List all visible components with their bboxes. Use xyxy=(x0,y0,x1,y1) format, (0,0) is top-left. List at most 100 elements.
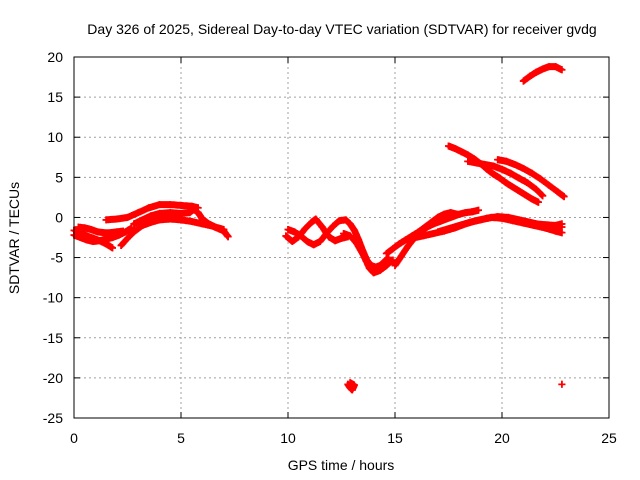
data-point xyxy=(489,170,497,178)
data-point xyxy=(290,228,298,236)
data-point xyxy=(519,165,527,172)
y-tick-label: -25 xyxy=(43,410,63,426)
data-point xyxy=(481,161,489,168)
data-point xyxy=(329,222,337,230)
data-point xyxy=(350,226,358,234)
data-point xyxy=(453,210,461,218)
data-point xyxy=(76,234,84,241)
data-point xyxy=(558,66,566,74)
data-point xyxy=(166,215,174,223)
series-arc-9 xyxy=(340,230,397,277)
data-point xyxy=(541,221,549,229)
data-point xyxy=(124,234,131,242)
data-point xyxy=(477,216,485,224)
data-point xyxy=(539,192,547,200)
data-point xyxy=(464,151,472,159)
data-point xyxy=(109,244,116,252)
data-point xyxy=(552,63,559,71)
data-point xyxy=(408,234,416,242)
data-point xyxy=(545,63,553,71)
data-point xyxy=(487,213,495,221)
data-point xyxy=(156,209,164,217)
series-arc-3 xyxy=(74,223,127,237)
data-point xyxy=(515,187,523,195)
data-point xyxy=(301,225,309,233)
data-point xyxy=(310,241,318,249)
data-point xyxy=(522,191,529,199)
series-arc-16 xyxy=(464,157,547,200)
data-point xyxy=(382,250,390,257)
y-tick-label: 20 xyxy=(47,49,63,65)
data-point xyxy=(134,209,142,217)
data-point xyxy=(342,216,350,224)
series-arc-8 xyxy=(284,216,393,271)
series-arc-14 xyxy=(509,215,566,229)
data-point xyxy=(177,201,185,209)
data-point xyxy=(558,229,566,237)
data-point xyxy=(211,223,219,231)
data-point xyxy=(119,227,127,235)
data-point xyxy=(312,215,320,223)
data-point xyxy=(382,262,390,270)
data-point xyxy=(282,232,290,240)
series-arc-15 xyxy=(445,142,542,206)
data-point xyxy=(489,162,497,170)
series-arc-17 xyxy=(494,156,568,201)
data-point xyxy=(528,195,536,203)
data-point xyxy=(365,264,373,272)
data-point xyxy=(464,157,472,165)
plot-frame xyxy=(73,56,610,419)
data-point xyxy=(89,238,97,245)
data-point xyxy=(348,386,356,394)
data-point xyxy=(224,233,232,241)
data-point xyxy=(96,237,104,245)
data-point xyxy=(532,68,540,76)
data-point xyxy=(335,217,343,225)
data-point xyxy=(130,228,138,236)
data-point xyxy=(524,179,532,187)
y-tick-label: -5 xyxy=(51,250,64,266)
data-point xyxy=(177,216,185,224)
data-point xyxy=(451,145,459,152)
data-point xyxy=(323,230,330,237)
data-point xyxy=(494,156,502,164)
data-point xyxy=(507,169,515,177)
data-point xyxy=(220,226,228,233)
data-point xyxy=(440,210,448,218)
data-point xyxy=(468,208,476,216)
data-point xyxy=(346,232,354,240)
data-point xyxy=(457,148,465,156)
data-point xyxy=(558,220,566,228)
y-tick-label: -15 xyxy=(43,330,63,346)
y-tick-label: -20 xyxy=(43,370,63,386)
data-point xyxy=(511,161,519,168)
data-point xyxy=(552,222,559,229)
data-point xyxy=(102,235,110,243)
data-point xyxy=(166,209,174,217)
x-tick-label: 25 xyxy=(601,430,617,446)
series-arc-6 xyxy=(130,205,228,233)
y-tick-label: 0 xyxy=(55,209,63,225)
data-point xyxy=(350,381,358,389)
data-point xyxy=(139,216,146,224)
series-markers xyxy=(344,379,358,394)
data-point xyxy=(359,250,367,258)
y-tick-label: 5 xyxy=(55,169,63,185)
data-point xyxy=(462,209,470,217)
data-point xyxy=(466,218,474,226)
data-point xyxy=(318,223,326,231)
data-point xyxy=(534,198,542,206)
data-point xyxy=(389,245,397,253)
data-point xyxy=(340,230,348,237)
data-point xyxy=(186,209,194,217)
data-point xyxy=(177,209,185,217)
x-tick-label: 15 xyxy=(387,430,403,446)
data-point xyxy=(421,223,429,231)
series-arc-5 xyxy=(117,215,232,249)
data-point xyxy=(346,220,354,228)
series-arc-18 xyxy=(519,63,566,85)
y-tick-label: -10 xyxy=(43,290,63,306)
data-point xyxy=(117,242,125,249)
data-point xyxy=(106,229,114,237)
